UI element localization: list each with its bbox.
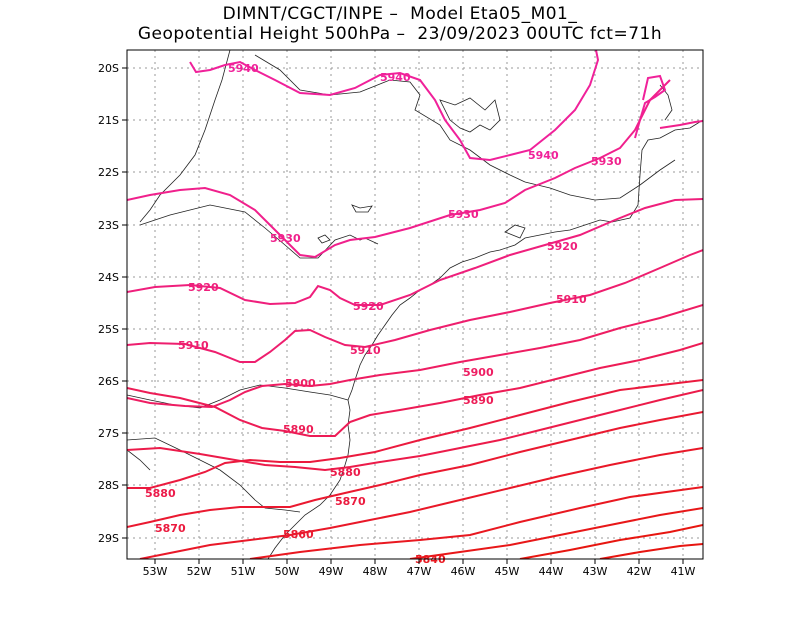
lon-tick-label: 41W [671, 565, 696, 578]
contour-5840 [249, 486, 703, 559]
state-border-rs-west [127, 449, 151, 471]
contour-label: 5860 [283, 528, 314, 541]
contour-label: 5910 [350, 344, 381, 357]
lon-tick-label: 52W [187, 565, 212, 578]
lon-tick-label: 45W [495, 565, 520, 578]
plot-frame [126, 49, 704, 560]
grid [127, 50, 703, 559]
contour-label: 5890 [463, 394, 494, 407]
contour-label: 5930 [448, 208, 479, 221]
lat-tick-label: 22S [98, 166, 119, 179]
contour-label: 5870 [335, 495, 366, 508]
contour-5930-a [127, 79, 671, 259]
contour-label: 5920 [547, 240, 578, 253]
contour-label: 5900 [285, 377, 316, 390]
coastline-and-borders [127, 50, 703, 559]
contour-label: 5940 [228, 62, 259, 75]
lon-tick-label: 42W [627, 565, 652, 578]
contour-label: 5920 [188, 281, 219, 294]
lat-tick-label: 29S [98, 532, 119, 545]
state-border-mg-sp [139, 50, 231, 223]
latitude-labels: 20S 21S 22S 23S 24S 25S 26S 27S 28S 29S [98, 62, 119, 545]
state-border-sp-pr [139, 204, 379, 259]
contour-label: 5940 [380, 71, 411, 84]
lat-tick-label: 25S [98, 323, 119, 336]
lat-tick-label: 23S [98, 219, 119, 232]
contour-5880 [127, 389, 703, 472]
contour-5900 [127, 304, 703, 409]
ocean-inlet-guanabara [439, 97, 501, 133]
contour-label: 5940 [528, 149, 559, 162]
contour-5860 [127, 411, 703, 528]
lon-tick-label: 49W [319, 565, 344, 578]
contour-label: 5910 [178, 339, 209, 352]
contour-labels: 5940 5940 5940 5930 5930 5930 5920 5920 … [145, 62, 622, 566]
lon-tick-label: 51W [231, 565, 256, 578]
contour-label: 5880 [145, 487, 176, 500]
tick-marks [122, 67, 684, 564]
contour-label: 5930 [591, 155, 622, 168]
contour-5830 [409, 507, 703, 559]
contour-5870 [127, 379, 703, 489]
contour-label: 5920 [353, 300, 384, 313]
island-sao-sebastiao [351, 204, 373, 213]
contour-label: 5890 [283, 423, 314, 436]
contour-5910 [127, 249, 703, 363]
lat-tick-label: 27S [98, 427, 119, 440]
lat-tick-label: 28S [98, 479, 119, 492]
lat-tick-label: 20S [98, 62, 119, 75]
chart-title-line1: DIMNT/CGCT/INPE – Model Eta05_M01_ [222, 4, 578, 24]
contour-label: 5910 [556, 293, 587, 306]
contour-5920 [127, 198, 703, 306]
contour-label: 5870 [155, 522, 186, 535]
lon-tick-label: 50W [275, 565, 300, 578]
lat-tick-label: 24S [98, 271, 119, 284]
contour-5940-a [189, 50, 600, 162]
lon-tick-label: 48W [363, 565, 388, 578]
small-island [317, 234, 331, 244]
contour-5930-b [659, 120, 703, 129]
contour-5890 [127, 342, 703, 437]
lon-tick-label: 53W [143, 565, 168, 578]
lon-tick-label: 44W [539, 565, 564, 578]
state-border-sp-rj [524, 159, 676, 201]
contour-5820 [519, 524, 703, 559]
chart-title-line2: Geopotential Height 500hPa – 23/09/2023 … [137, 24, 663, 44]
contour-label: 5930 [270, 232, 301, 245]
lat-tick-label: 26S [98, 375, 119, 388]
longitude-labels: 53W 52W 51W 50W 49W 48W 47W 46W 45W 44W … [143, 565, 696, 578]
contour-lines [127, 50, 703, 559]
contour-5850 [139, 447, 703, 559]
lon-tick-label: 46W [451, 565, 476, 578]
island-ilhabela [504, 224, 526, 239]
lat-tick-label: 21S [98, 114, 119, 127]
contour-label: 5880 [330, 466, 361, 479]
state-border-sc-rs [127, 437, 301, 513]
contour-label: 5900 [463, 366, 494, 379]
lon-tick-label: 47W [407, 565, 432, 578]
lon-tick-label: 43W [583, 565, 608, 578]
state-border-pr-sc [127, 384, 349, 409]
contour-5810 [599, 543, 703, 559]
